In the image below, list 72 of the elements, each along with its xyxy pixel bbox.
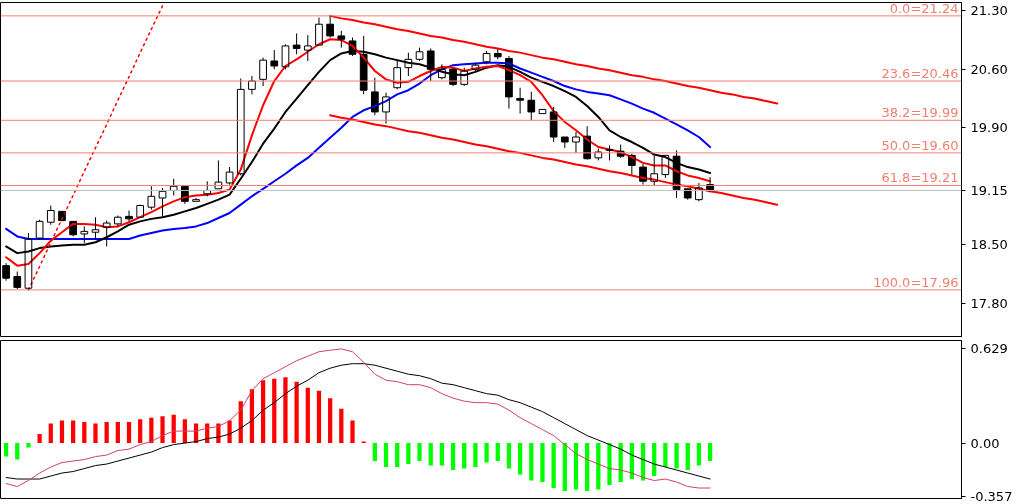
bar	[707, 443, 713, 462]
bar	[59, 420, 65, 444]
bar	[294, 381, 299, 444]
ref-line-label: 23.6=20.46	[881, 66, 959, 82]
bar	[428, 443, 433, 466]
bar	[607, 443, 612, 486]
bar	[383, 443, 389, 468]
bar	[674, 443, 679, 469]
bar	[283, 377, 288, 444]
line-series	[5, 348, 711, 489]
y-tick-label: 21.30	[970, 3, 1008, 19]
y-tick-label: 0.00	[970, 435, 1000, 451]
y-tick-label: 19.90	[970, 120, 1008, 136]
bar	[585, 443, 590, 492]
bar	[473, 443, 478, 468]
candlestick	[706, 176, 714, 193]
bar	[596, 443, 601, 490]
bar	[37, 434, 42, 444]
bar	[305, 387, 310, 444]
ref-line-label: 38.2=19.99	[881, 105, 959, 121]
bar	[484, 443, 489, 463]
bar	[540, 443, 545, 483]
bar	[663, 443, 668, 468]
bar	[272, 378, 277, 444]
bar	[350, 420, 355, 444]
y-tick-label: 20.60	[970, 61, 1008, 77]
line-series	[5, 363, 711, 480]
y-tick-label: 19.15	[970, 182, 1008, 198]
y-tick-label: 0.629	[970, 341, 1008, 357]
bar	[82, 422, 87, 444]
y-tick-label: 18.50	[970, 237, 1008, 253]
bar	[15, 443, 20, 460]
bar	[71, 420, 76, 444]
bar	[529, 443, 534, 481]
ref-line-label: 61.8=19.21	[881, 170, 959, 186]
bar	[685, 443, 690, 471]
ref-line-label: 100.0=17.96	[873, 274, 959, 290]
bar	[260, 380, 266, 444]
bar	[406, 443, 411, 465]
bar	[115, 422, 120, 444]
y-tick-label: -0.357	[970, 489, 1013, 504]
bar	[126, 422, 132, 444]
line-series	[329, 114, 779, 206]
bar	[328, 398, 333, 444]
candlestick	[516, 87, 524, 115]
bar	[227, 420, 232, 444]
bar	[372, 443, 377, 462]
bar	[551, 443, 556, 489]
bar	[160, 416, 165, 444]
ref-line-label: 0.0=21.24	[889, 0, 959, 16]
bar	[450, 443, 456, 471]
bar	[3, 443, 9, 457]
bar	[316, 390, 322, 444]
bar	[417, 443, 422, 462]
bar	[395, 443, 400, 468]
bar	[573, 443, 579, 490]
bar	[562, 443, 567, 492]
bar	[339, 408, 344, 444]
bar	[138, 419, 143, 444]
bar	[104, 422, 109, 444]
y-tick-label: 17.80	[970, 295, 1008, 311]
bar	[652, 443, 657, 477]
bar	[495, 443, 500, 462]
bar	[517, 443, 523, 475]
bar	[506, 443, 512, 469]
bar	[26, 443, 31, 448]
bar	[93, 423, 98, 444]
bar	[48, 423, 53, 444]
bar	[439, 443, 445, 466]
bar	[696, 443, 702, 466]
ref-line-label: 50.0=19.60	[881, 137, 959, 153]
bar	[462, 443, 467, 469]
